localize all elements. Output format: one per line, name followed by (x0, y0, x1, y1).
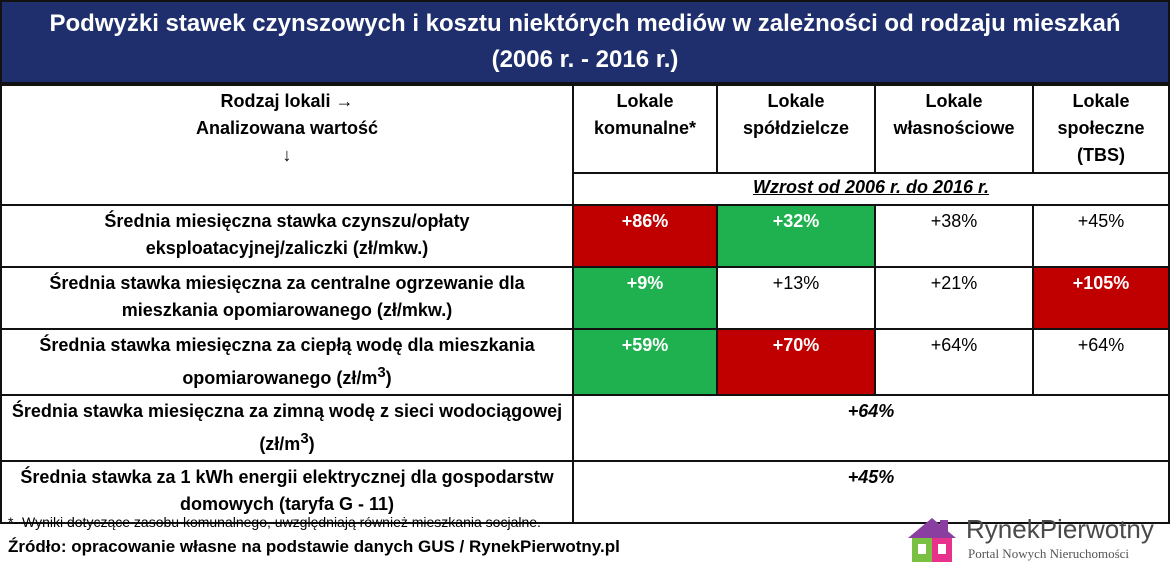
col-header-spoldzielcze: Lokale spółdzielcze (716, 84, 876, 173)
page-title: Podwyżki stawek czynszowych i kosztu nie… (0, 0, 1170, 84)
table-row: Średnia miesięczna stawka czynszu/opłaty… (0, 204, 1170, 268)
table-row: Średnia stawka za 1 kWh energii elektryc… (0, 460, 1170, 524)
logo-tagline: Portal Nowych Nieruchomości (968, 546, 1130, 561)
header-row: Rodzaj lokali → Analizowana wartość ↓ Lo… (0, 84, 1170, 206)
source-note: Źródło: opracowanie własne na podstawie … (8, 537, 620, 556)
table-row: Średnia stawka miesięczna za ciepłą wodę… (0, 328, 1170, 396)
cell-value: +38% (874, 204, 1034, 268)
merged-value: +45% (572, 460, 1170, 524)
footnote: *- Wyniki dotyczące zasobu komunalnego, … (8, 514, 541, 530)
table-row: Średnia stawka miesięczna za centralne o… (0, 266, 1170, 330)
cell-value: +32% (716, 204, 876, 268)
corner-line-1: Rodzaj lokali → (220, 91, 354, 111)
cell-value: +70% (716, 328, 876, 396)
row-label-sup: 3 (300, 430, 309, 447)
row-label: Średnia stawka miesięczna za zimną wodę … (0, 394, 574, 462)
cell-value: +9% (572, 266, 718, 330)
col-header-tbs: Lokale społeczne (TBS) (1032, 84, 1170, 173)
merged-value: +64% (572, 394, 1170, 462)
data-table: Rodzaj lokali → Analizowana wartość ↓ Lo… (0, 84, 1170, 524)
house-logo-icon (908, 518, 956, 562)
col-header-komunalne: Lokale komunalne* (572, 84, 718, 173)
logo-name: RynekPierwotny (966, 514, 1154, 545)
row-label: Średnia stawka miesięczna za centralne o… (0, 266, 574, 330)
row-label: Średnia stawka za 1 kWh energii elektryc… (0, 460, 574, 524)
cell-value: +86% (572, 204, 718, 268)
corner-line-3: ↓ (282, 145, 292, 165)
corner-header: Rodzaj lokali → Analizowana wartość ↓ (0, 84, 574, 206)
cell-value: +59% (572, 328, 718, 396)
corner-line-2: Analizowana wartość (195, 118, 379, 138)
cell-value: +21% (874, 266, 1034, 330)
row-label-end: ) (308, 434, 315, 454)
subheader-growth: Wzrost od 2006 r. do 2016 r. (572, 172, 1170, 206)
row-label: Średnia miesięczna stawka czynszu/opłaty… (0, 204, 574, 268)
subheader-row: Wzrost od 2006 r. do 2016 r. (1, 172, 1170, 206)
row-label: Średnia stawka miesięczna za ciepłą wodę… (0, 328, 574, 396)
row-label-end: ) (385, 368, 392, 388)
cell-value: +64% (1032, 328, 1170, 396)
row-label-text: Średnia stawka miesięczna za zimną wodę … (11, 401, 563, 454)
logo-name-part1: Rynek (966, 514, 1040, 544)
cell-value: +64% (874, 328, 1034, 396)
logo-name-part2: Pierwotny (1039, 514, 1154, 544)
table-row: Średnia stawka miesięczna za zimną wodę … (0, 394, 1170, 462)
logo: RynekPierwotny Portal Nowych Nieruchomoś… (904, 512, 1166, 568)
cell-value: +105% (1032, 266, 1170, 330)
col-header-wlasnosciowe: Lokale własnościowe (874, 84, 1034, 173)
row-label-text: Średnia stawka miesięczna za ciepłą wodę… (39, 335, 535, 388)
cell-value: +45% (1032, 204, 1170, 268)
row-label-sup: 3 (377, 364, 386, 381)
cell-value: +13% (716, 266, 876, 330)
